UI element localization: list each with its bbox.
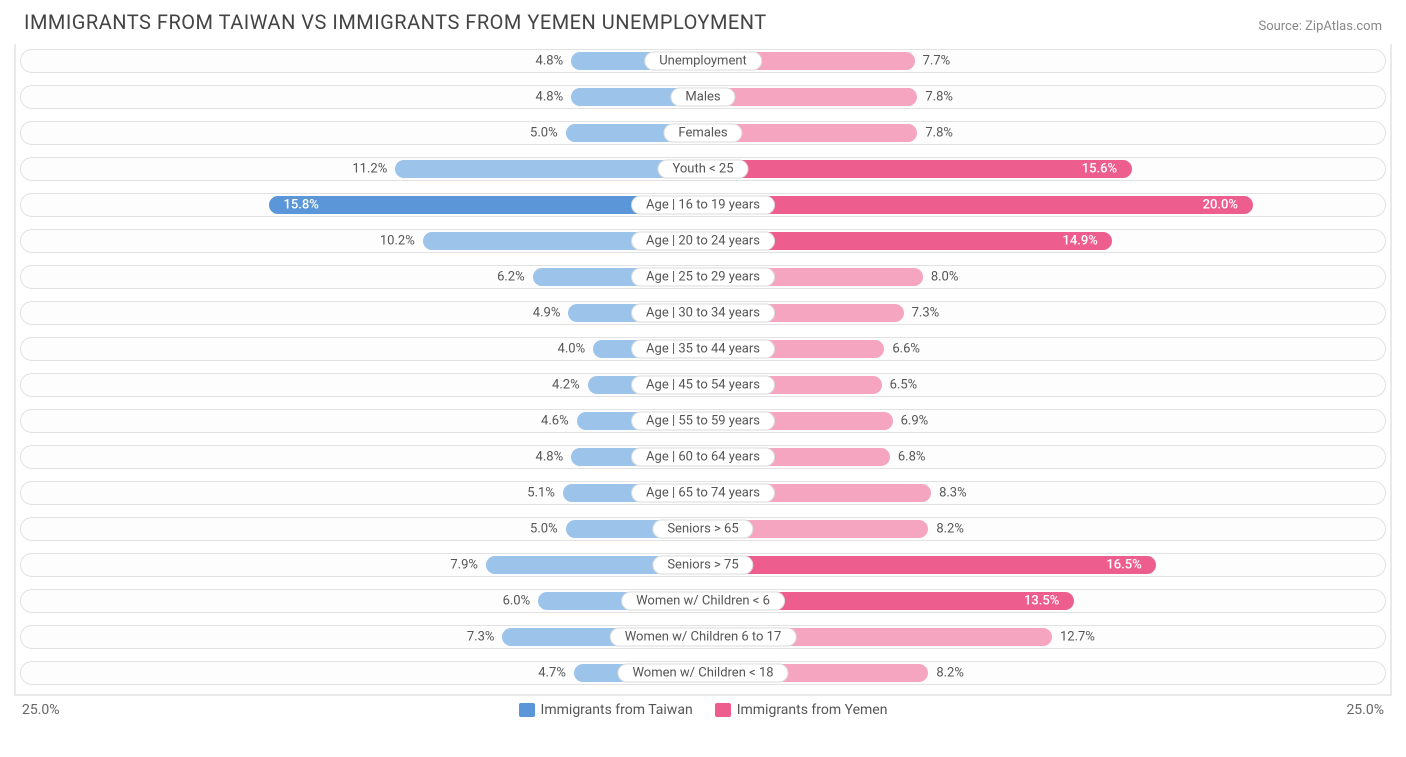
- category-label: Age | 65 to 74 years: [631, 484, 775, 503]
- value-label-right: 16.5%: [1106, 558, 1141, 573]
- category-label: Women w/ Children < 6: [621, 592, 785, 611]
- value-label-right: 14.9%: [1062, 234, 1097, 249]
- chart-row: 4.8% 7.7% Unemployment: [16, 44, 1390, 78]
- category-label: Age | 45 to 54 years: [631, 376, 775, 395]
- chart-row: 4.8% 6.8% Age | 60 to 64 years: [16, 440, 1390, 474]
- value-label-left: 5.0%: [530, 522, 558, 537]
- axis-left-max-label: 25.0%: [22, 702, 60, 718]
- chart-title: IMMIGRANTS FROM TAIWAN VS IMMIGRANTS FRO…: [24, 10, 767, 34]
- category-label: Age | 35 to 44 years: [631, 340, 775, 359]
- value-label-right: 6.9%: [901, 414, 929, 429]
- value-label-left: 7.9%: [450, 558, 478, 573]
- value-label-left: 7.3%: [467, 630, 495, 645]
- value-label-left: 4.8%: [536, 54, 564, 69]
- category-label: Age | 30 to 34 years: [631, 304, 775, 323]
- category-label: Age | 60 to 64 years: [631, 448, 775, 467]
- chart-row: 11.2% 15.6% Youth < 25: [16, 152, 1390, 186]
- value-label-left: 4.0%: [558, 342, 586, 357]
- chart-row: 4.0% 6.6% Age | 35 to 44 years: [16, 332, 1390, 366]
- value-label-right: 6.5%: [890, 378, 918, 393]
- chart-row: 7.9% 16.5% Seniors > 75: [16, 548, 1390, 582]
- category-label: Age | 16 to 19 years: [631, 196, 775, 215]
- value-label-left: 6.0%: [503, 594, 531, 609]
- source-attribution: Source: ZipAtlas.com: [1258, 19, 1382, 34]
- bar-right: [703, 556, 1156, 574]
- category-label: Women w/ Children 6 to 17: [610, 628, 797, 647]
- value-label-left: 5.0%: [530, 126, 558, 141]
- value-label-right: 7.8%: [925, 90, 953, 105]
- legend-label-yemen: Immigrants from Yemen: [737, 702, 888, 718]
- value-label-right: 6.8%: [898, 450, 926, 465]
- value-label-left: 11.2%: [352, 162, 387, 177]
- value-label-right: 8.3%: [939, 486, 967, 501]
- chart-row: 4.2% 6.5% Age | 45 to 54 years: [16, 368, 1390, 402]
- category-label: Unemployment: [644, 52, 762, 71]
- chart-row: 6.2% 8.0% Age | 25 to 29 years: [16, 260, 1390, 294]
- chart-row: 4.8% 7.8% Males: [16, 80, 1390, 114]
- value-label-left: 15.8%: [283, 198, 318, 213]
- chart-row: 5.0% 8.2% Seniors > 65: [16, 512, 1390, 546]
- legend-swatch-taiwan: [519, 703, 535, 717]
- value-label-left: 4.2%: [552, 378, 580, 393]
- chart-row: 5.1% 8.3% Age | 65 to 74 years: [16, 476, 1390, 510]
- legend-swatch-yemen: [715, 703, 731, 717]
- value-label-left: 10.2%: [380, 234, 415, 249]
- value-label-left: 4.8%: [536, 450, 564, 465]
- legend-item-yemen: Immigrants from Yemen: [715, 702, 888, 718]
- chart-row: 15.8% 20.0% Age | 16 to 19 years: [16, 188, 1390, 222]
- category-label: Males: [670, 88, 735, 107]
- value-label-right: 7.7%: [923, 54, 951, 69]
- category-label: Females: [663, 124, 742, 143]
- value-label-left: 4.9%: [533, 306, 561, 321]
- category-label: Seniors > 75: [652, 556, 753, 575]
- chart-row: 4.9% 7.3% Age | 30 to 34 years: [16, 296, 1390, 330]
- value-label-right: 13.5%: [1024, 594, 1059, 609]
- legend-label-taiwan: Immigrants from Taiwan: [541, 702, 693, 718]
- chart-row: 4.6% 6.9% Age | 55 to 59 years: [16, 404, 1390, 438]
- category-label: Age | 20 to 24 years: [631, 232, 775, 251]
- value-label-right: 12.7%: [1060, 630, 1095, 645]
- value-label-right: 6.6%: [892, 342, 920, 357]
- category-label: Women w/ Children < 18: [617, 664, 788, 683]
- value-label-left: 4.7%: [538, 666, 566, 681]
- value-label-right: 8.2%: [936, 666, 964, 681]
- value-label-right: 7.8%: [925, 126, 953, 141]
- bar-right: [703, 160, 1132, 178]
- category-label: Seniors > 65: [652, 520, 753, 539]
- category-label: Age | 25 to 29 years: [631, 268, 775, 287]
- chart-row: 6.0% 13.5% Women w/ Children < 6: [16, 584, 1390, 618]
- legend: Immigrants from Taiwan Immigrants from Y…: [519, 702, 888, 718]
- value-label-right: 8.0%: [931, 270, 959, 285]
- value-label-right: 7.3%: [912, 306, 940, 321]
- chart-row: 7.3% 12.7% Women w/ Children 6 to 17: [16, 620, 1390, 654]
- category-label: Youth < 25: [657, 160, 748, 179]
- chart-row: 4.7% 8.2% Women w/ Children < 18: [16, 656, 1390, 690]
- bar-right: [703, 196, 1253, 214]
- category-label: Age | 55 to 59 years: [631, 412, 775, 431]
- axis-right-max-label: 25.0%: [1346, 702, 1384, 718]
- butterfly-chart: 4.8% 7.7% Unemployment 4.8% 7.8% Males 5.0% 7.8…: [14, 44, 1392, 696]
- value-label-left: 4.8%: [536, 90, 564, 105]
- value-label-right: 15.6%: [1082, 162, 1117, 177]
- value-label-left: 5.1%: [527, 486, 555, 501]
- value-label-right: 8.2%: [936, 522, 964, 537]
- value-label-right: 20.0%: [1203, 198, 1238, 213]
- value-label-left: 4.6%: [541, 414, 569, 429]
- chart-row: 10.2% 14.9% Age | 20 to 24 years: [16, 224, 1390, 258]
- value-label-left: 6.2%: [497, 270, 525, 285]
- legend-item-taiwan: Immigrants from Taiwan: [519, 702, 693, 718]
- chart-row: 5.0% 7.8% Females: [16, 116, 1390, 150]
